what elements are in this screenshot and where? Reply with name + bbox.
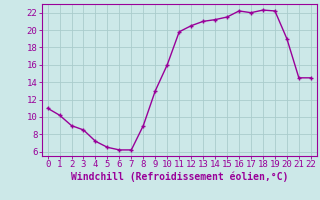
X-axis label: Windchill (Refroidissement éolien,°C): Windchill (Refroidissement éolien,°C) — [70, 172, 288, 182]
